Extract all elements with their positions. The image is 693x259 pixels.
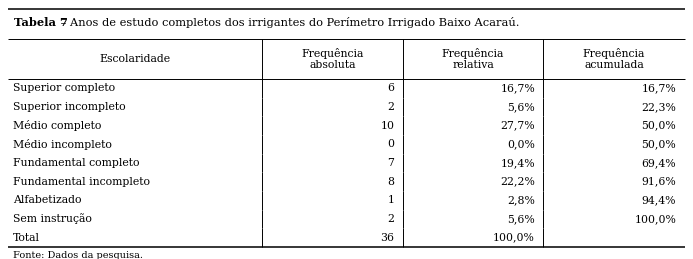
Text: Fonte: Dados da pesquisa.: Fonte: Dados da pesquisa. (13, 251, 143, 259)
Text: Fundamental completo: Fundamental completo (13, 158, 140, 168)
Text: 0,0%: 0,0% (507, 139, 535, 149)
Text: Sem instrução: Sem instrução (13, 213, 92, 224)
Text: Superior incompleto: Superior incompleto (13, 102, 126, 112)
Text: 19,4%: 19,4% (500, 158, 535, 168)
Text: 69,4%: 69,4% (642, 158, 676, 168)
Text: 5,6%: 5,6% (507, 214, 535, 224)
Text: Escolaridade: Escolaridade (100, 54, 170, 64)
Text: 100,0%: 100,0% (635, 214, 676, 224)
Text: 36: 36 (380, 233, 394, 242)
Text: 100,0%: 100,0% (493, 233, 535, 242)
Text: 7: 7 (387, 158, 394, 168)
Text: 22,3%: 22,3% (642, 102, 676, 112)
Text: Superior completo: Superior completo (13, 83, 115, 93)
Text: 10: 10 (380, 121, 394, 131)
Text: Frequência
absoluta: Frequência absoluta (301, 48, 364, 70)
Text: 27,7%: 27,7% (500, 121, 535, 131)
Text: 6: 6 (387, 83, 394, 93)
Text: Médio incompleto: Médio incompleto (13, 139, 112, 150)
Text: 2: 2 (387, 214, 394, 224)
Text: 50,0%: 50,0% (642, 121, 676, 131)
Text: Frequência
relativa: Frequência relativa (442, 48, 505, 70)
Text: Total: Total (13, 233, 40, 242)
Text: Médio completo: Médio completo (13, 120, 102, 131)
Text: – Anos de estudo completos dos irrigantes do Perímetro Irrigado Baixo Acaraú.: – Anos de estudo completos dos irrigante… (57, 17, 519, 28)
Text: 50,0%: 50,0% (642, 139, 676, 149)
Text: 8: 8 (387, 177, 394, 186)
Text: 0: 0 (387, 139, 394, 149)
Text: 91,6%: 91,6% (642, 177, 676, 186)
Text: 22,2%: 22,2% (500, 177, 535, 186)
Text: Frequência
acumulada: Frequência acumulada (583, 48, 645, 70)
Text: 2: 2 (387, 102, 394, 112)
Text: Fundamental incompleto: Fundamental incompleto (13, 177, 150, 186)
Text: 2,8%: 2,8% (507, 195, 535, 205)
Text: 16,7%: 16,7% (642, 83, 676, 93)
Text: 16,7%: 16,7% (500, 83, 535, 93)
Text: Tabela 7: Tabela 7 (14, 17, 68, 28)
Text: 94,4%: 94,4% (642, 195, 676, 205)
Text: 1: 1 (387, 195, 394, 205)
Text: Alfabetizado: Alfabetizado (13, 195, 82, 205)
Text: 5,6%: 5,6% (507, 102, 535, 112)
